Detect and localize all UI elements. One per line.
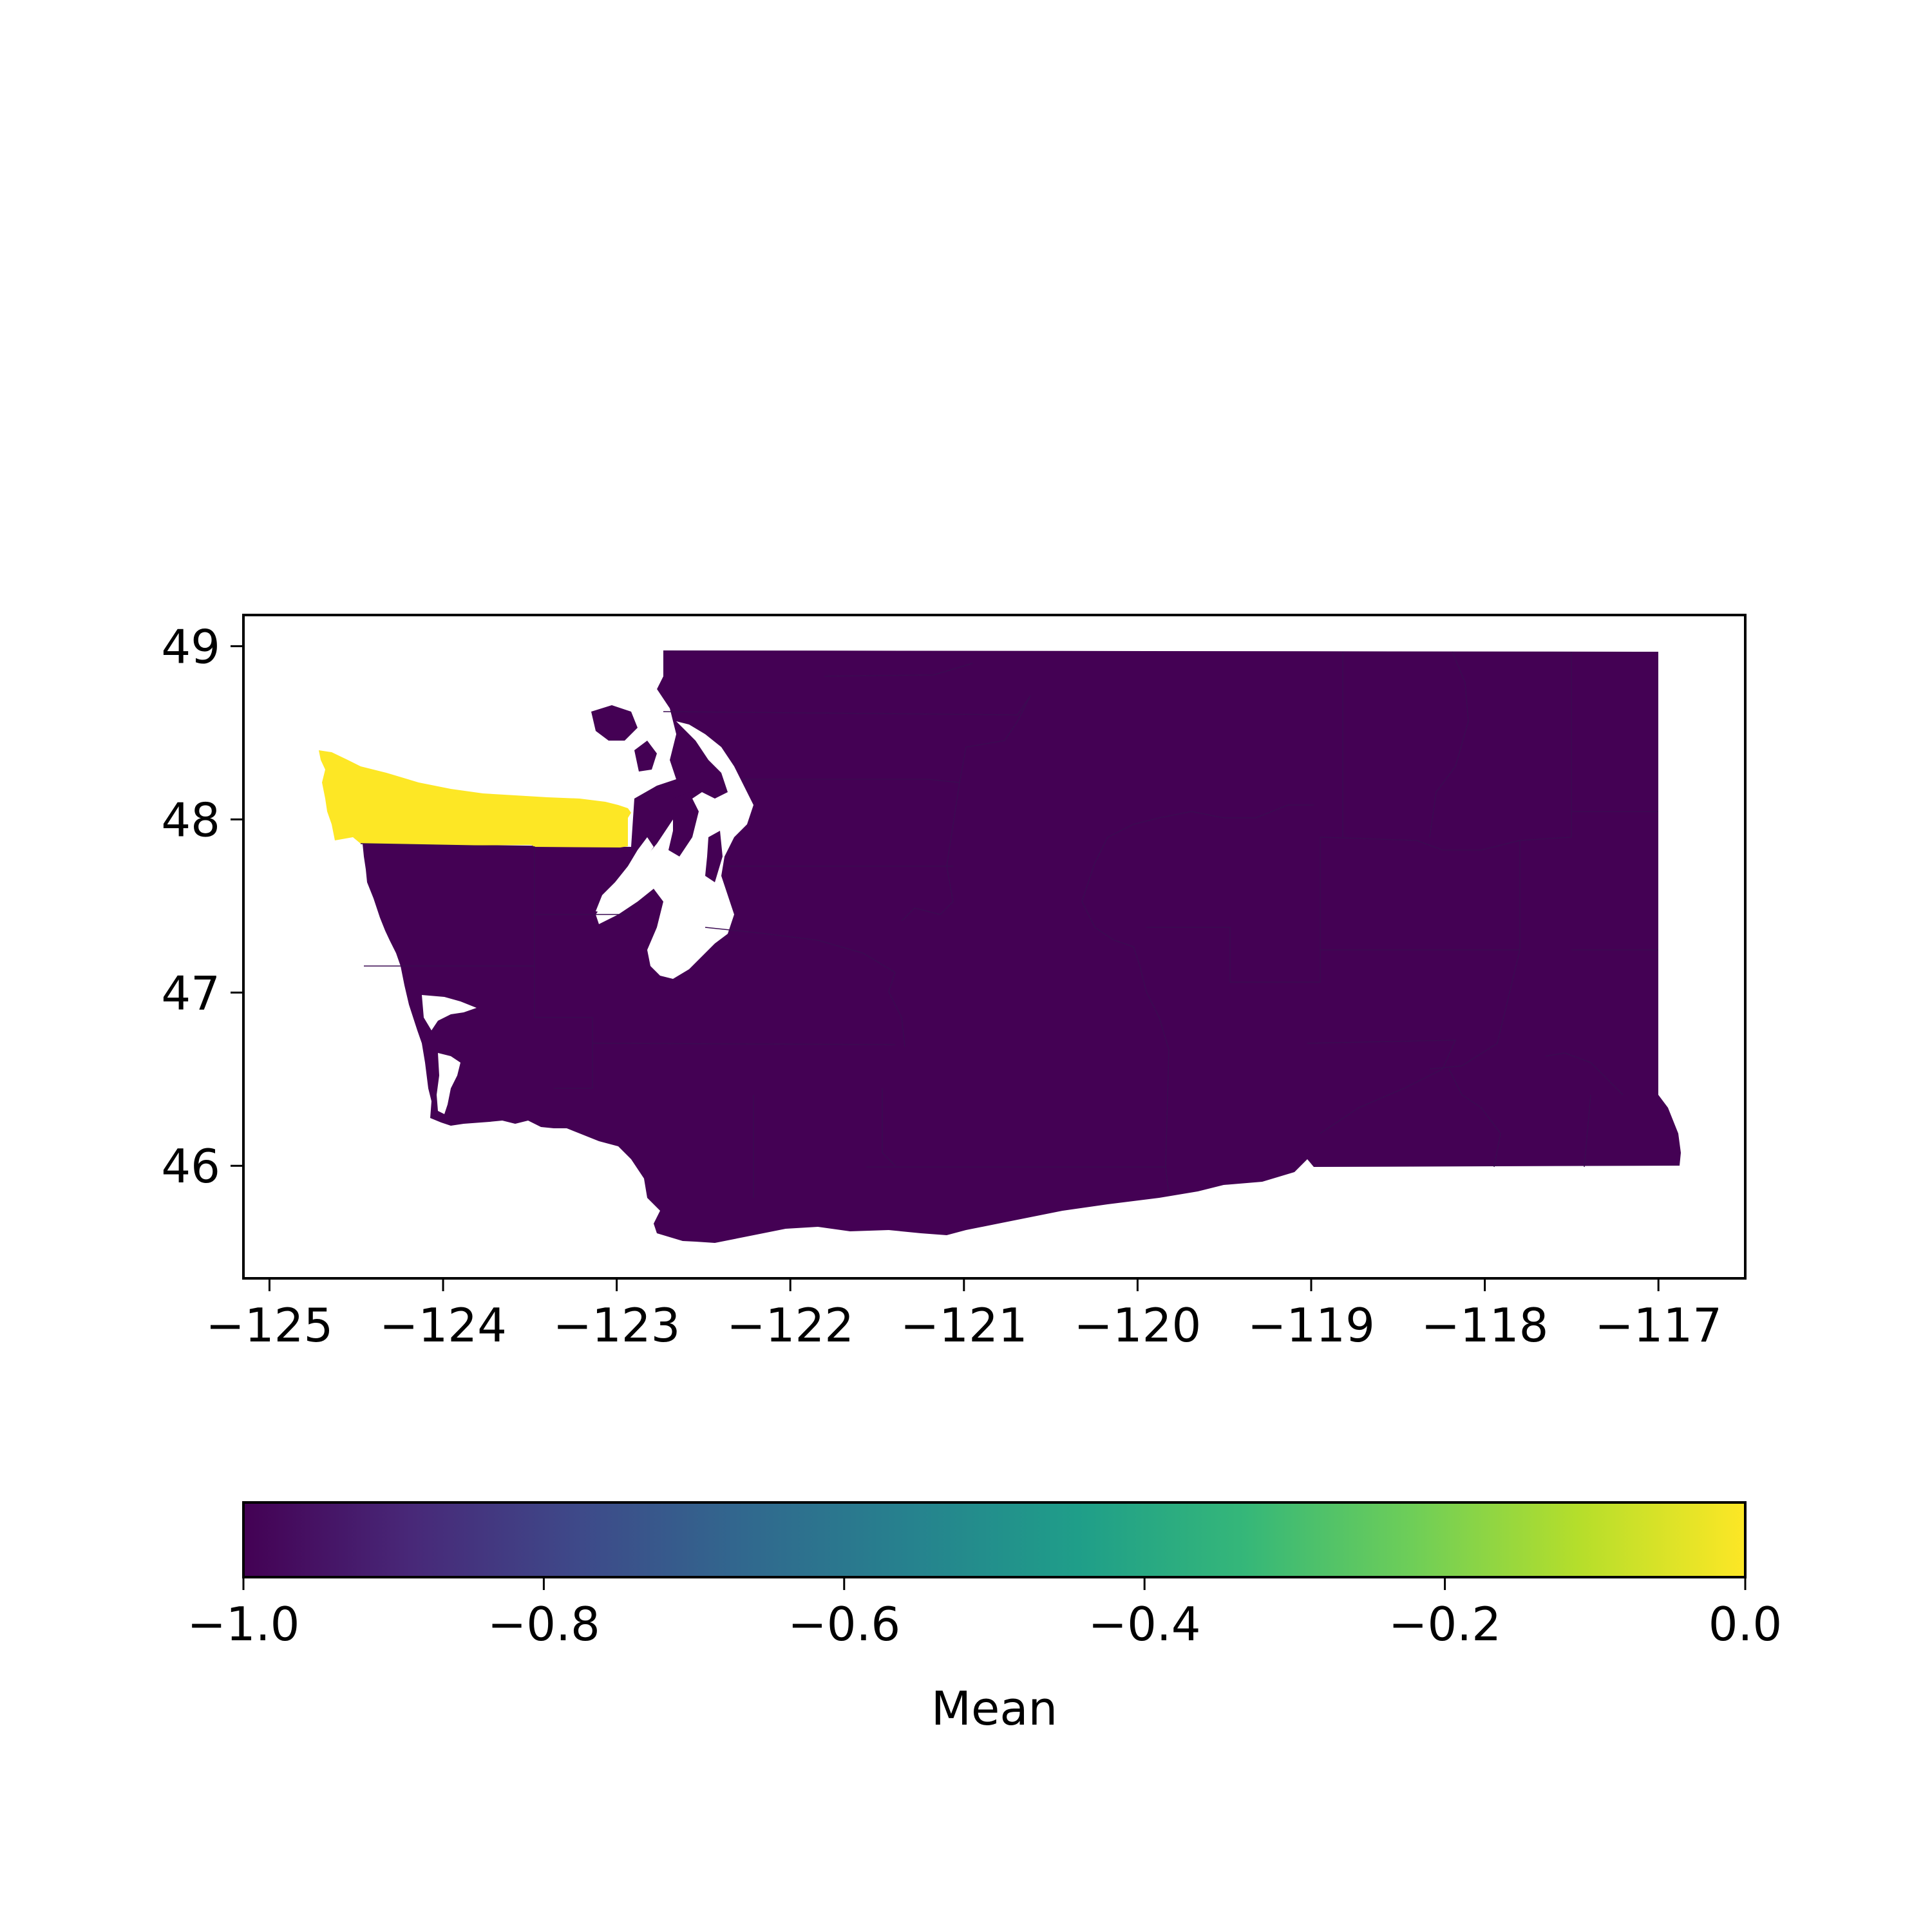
x-tick-label: −125 — [206, 1298, 334, 1352]
x-tick-label: −120 — [1074, 1298, 1202, 1352]
county-boundaries — [360, 651, 1658, 1198]
colorbar-ticks: −1.0 −0.8 −0.6 −0.4 −0.2 0.0 — [187, 1577, 1783, 1651]
colorbar: −1.0 −0.8 −0.6 −0.4 −0.2 0.0 Mean — [187, 1501, 1783, 1736]
y-tick-label: 47 — [161, 966, 220, 1020]
willapa-bay-water — [437, 1053, 460, 1114]
x-tick-label: −121 — [900, 1298, 1028, 1352]
map-panel: −125 −124 −123 −122 −121 −120 −119 −118 −117 464… — [161, 614, 1747, 1352]
map-axes-frame — [242, 614, 1747, 1280]
island-1 — [591, 705, 638, 741]
x-tick-label: −118 — [1421, 1298, 1549, 1352]
colorbar-tick-label: −0.8 — [488, 1597, 600, 1651]
colorbar-tick-label: −0.6 — [788, 1597, 900, 1651]
x-tick-label: −119 — [1247, 1298, 1375, 1352]
x-tick-label: −123 — [553, 1298, 681, 1352]
x-tick-label: −117 — [1595, 1298, 1722, 1352]
map-shapes — [319, 650, 1681, 1243]
colorbar-tick-label: −0.4 — [1088, 1597, 1201, 1651]
state-counties — [363, 650, 1681, 1243]
island-4 — [705, 831, 723, 882]
colorbar-label: Mean — [931, 1681, 1057, 1736]
colorbar-tick-label: −1.0 — [187, 1597, 300, 1651]
colorbar-tick-label: 0.0 — [1709, 1597, 1783, 1651]
x-tick-label: −122 — [726, 1298, 854, 1352]
grays-harbor-water — [422, 995, 477, 1030]
island-3 — [668, 792, 699, 857]
y-axis: 46 47 48 49 — [161, 620, 243, 1193]
hood-canal-water — [596, 837, 654, 913]
colorbar-gradient — [243, 1502, 1745, 1577]
island-2 — [634, 741, 657, 772]
colorbar-tick-label: −0.2 — [1388, 1597, 1501, 1651]
x-axis: −125 −124 −123 −122 −121 −120 −119 −118 −117 — [206, 1278, 1722, 1352]
y-tick-label: 48 — [161, 793, 220, 847]
y-tick-label: 49 — [161, 620, 220, 674]
colorbar-frame — [242, 1501, 1747, 1578]
x-tick-label: −124 — [379, 1298, 507, 1352]
y-tick-label: 46 — [161, 1139, 220, 1193]
clallam-county — [319, 750, 631, 848]
